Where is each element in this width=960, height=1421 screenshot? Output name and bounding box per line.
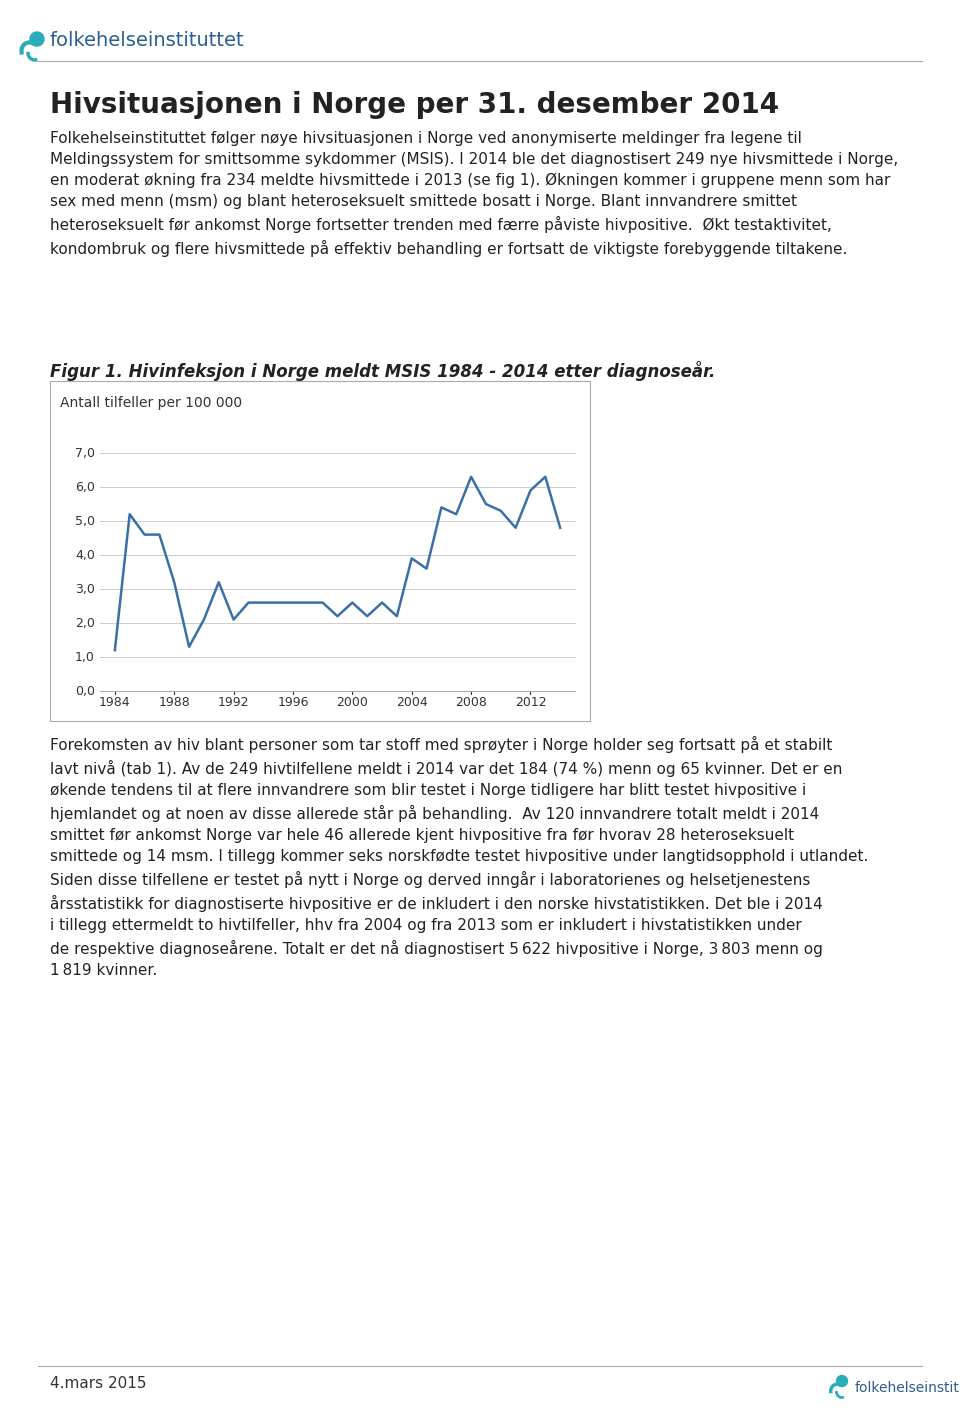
Circle shape xyxy=(30,33,44,45)
Text: 6,0: 6,0 xyxy=(75,480,95,493)
Text: 2004: 2004 xyxy=(396,696,427,709)
Text: 2000: 2000 xyxy=(336,696,369,709)
Text: 0,0: 0,0 xyxy=(75,685,95,698)
Text: Forekomsten av hiv blant personer som tar stoff med sprøyter i Norge holder seg : Forekomsten av hiv blant personer som ta… xyxy=(50,736,869,978)
Text: 3,0: 3,0 xyxy=(75,583,95,595)
Text: 2,0: 2,0 xyxy=(75,617,95,630)
Text: 1996: 1996 xyxy=(277,696,309,709)
Text: 4.mars 2015: 4.mars 2015 xyxy=(50,1376,147,1391)
Text: folkehelseinstituttet: folkehelseinstituttet xyxy=(855,1381,960,1395)
Bar xyxy=(50,381,590,720)
Text: 2012: 2012 xyxy=(515,696,546,709)
Text: 2008: 2008 xyxy=(455,696,487,709)
Text: 7,0: 7,0 xyxy=(75,446,95,459)
Text: folkehelseinstituttet: folkehelseinstituttet xyxy=(50,31,245,51)
Text: Folkehelseinstituttet følger nøye hivsituasjonen i Norge ved anonymiserte meldin: Folkehelseinstituttet følger nøye hivsit… xyxy=(50,131,899,257)
Text: Antall tilfeller per 100 000: Antall tilfeller per 100 000 xyxy=(60,396,242,411)
Text: Figur 1. Hivinfeksjon i Norge meldt MSIS 1984 - 2014 etter diagnoseår.: Figur 1. Hivinfeksjon i Norge meldt MSIS… xyxy=(50,361,715,381)
Text: Hivsituasjonen i Norge per 31. desember 2014: Hivsituasjonen i Norge per 31. desember … xyxy=(50,91,780,119)
Text: 1988: 1988 xyxy=(158,696,190,709)
Text: 4,0: 4,0 xyxy=(75,549,95,561)
Text: 1984: 1984 xyxy=(99,696,131,709)
Text: 5,0: 5,0 xyxy=(75,514,95,527)
Text: 1992: 1992 xyxy=(218,696,250,709)
Circle shape xyxy=(836,1376,848,1387)
Text: 1,0: 1,0 xyxy=(75,651,95,664)
